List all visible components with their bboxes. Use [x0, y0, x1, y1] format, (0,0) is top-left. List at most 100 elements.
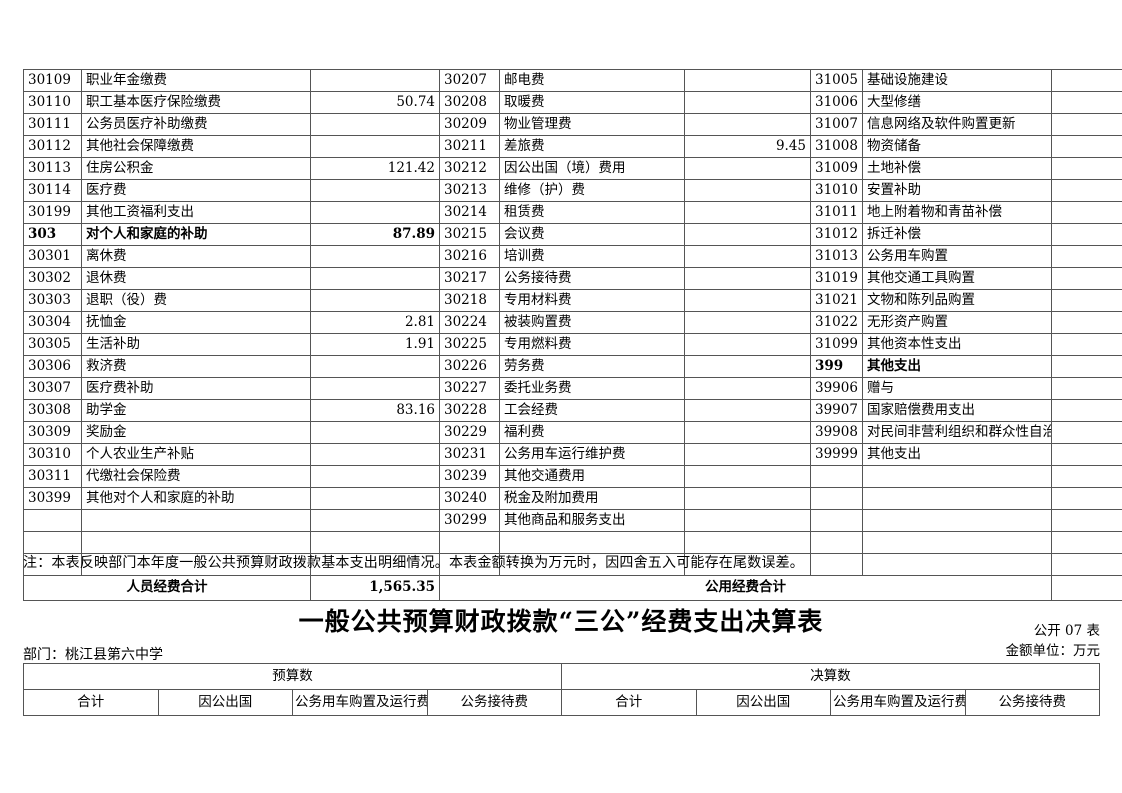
- table-row: 30301 离休费 30216 培训费 31013 公务用车购置: [23, 245, 1122, 268]
- table-row: 30111 公务员医疗补助缴费 30209 物业管理费 31007 信息网络及软件购置更新: [23, 113, 1122, 136]
- cell-code: 30214: [439, 201, 500, 224]
- cell-name: 其他社会保障缴费: [81, 135, 311, 158]
- cell-empty: [810, 553, 863, 576]
- cell-empty: [23, 531, 82, 554]
- cell-code: 30228: [439, 399, 500, 422]
- cell-name: 其他交通费用: [499, 465, 685, 488]
- table-row: 30299 其他商品和服务支出: [23, 509, 1122, 532]
- cell-name: 个人农业生产补贴: [81, 443, 311, 466]
- cell-code: 30239: [439, 465, 500, 488]
- cell-code: 30311: [23, 465, 82, 488]
- cell-name: 国家赔偿费用支出: [862, 399, 1052, 422]
- cell-code: 30218: [439, 289, 500, 312]
- cell-code: 31019: [810, 267, 863, 290]
- cell-amount: [1051, 223, 1122, 246]
- cell-name: 助学金: [81, 399, 311, 422]
- cell-amount: [684, 487, 811, 510]
- cell-amount: [310, 443, 440, 466]
- table-row: 30308 助学金 83.16 30228 工会经费 39907 国家赔偿费用支出: [23, 399, 1122, 422]
- cell-name: 医疗费: [81, 179, 311, 202]
- cell-amount: [1051, 377, 1122, 400]
- cell-name: 公务员医疗补助缴费: [81, 113, 311, 136]
- cell-amount: [1051, 311, 1122, 334]
- cell-name: 物资储备: [862, 135, 1052, 158]
- cell-name: 抚恤金: [81, 311, 311, 334]
- table-row: [23, 553, 1122, 576]
- table-row: 30112 其他社会保障缴费 30211 差旅费 9.45 31008 物资储备: [23, 135, 1122, 158]
- cell-code: 30306: [23, 355, 82, 378]
- cell-code: 30208: [439, 91, 500, 114]
- cell-code: 303: [23, 223, 82, 246]
- cell-amount: [684, 179, 811, 202]
- cell-code: 30199: [23, 201, 82, 224]
- table-row: 30310 个人农业生产补贴 30231 公务用车运行维护费 39999 其他支出: [23, 443, 1122, 466]
- final-col-abroad: 因公出国: [695, 689, 831, 716]
- cell-name: 税金及附加费用: [499, 487, 685, 510]
- table-row: 30113 住房公积金 121.42 30212 因公出国（境）费用 31009 土地补偿: [23, 157, 1122, 180]
- cell-amount: [684, 465, 811, 488]
- cell-name: 对个人和家庭的补助: [81, 223, 311, 246]
- cell-amount: [684, 223, 811, 246]
- cell-empty: [684, 531, 811, 554]
- cell-amount: [310, 377, 440, 400]
- cell-name: 安置补助: [862, 179, 1052, 202]
- cell-name: 因公出国（境）费用: [499, 157, 685, 180]
- cell-empty: [439, 531, 500, 554]
- cell-code: 30301: [23, 245, 82, 268]
- cell-amount: [1051, 91, 1122, 114]
- cell-amount: 2.81: [310, 311, 440, 334]
- cell-code: 30399: [23, 487, 82, 510]
- cell-amount: [310, 509, 440, 532]
- cell-amount: [684, 201, 811, 224]
- page-title: 一般公共预算财政拨款“三公”经费支出决算表: [298, 607, 824, 636]
- cell-name: [862, 487, 1052, 510]
- cell-code: [810, 487, 863, 510]
- cell-amount: [310, 465, 440, 488]
- cell-amount: [310, 421, 440, 444]
- form-number: 公开 07 表: [1033, 623, 1100, 639]
- cell-code: 31007: [810, 113, 863, 136]
- table-note: 注：本表反映部门本年度一般公共预算财政拨款基本支出明细情况。本表金额转换为万元时…: [23, 555, 804, 571]
- cell-name: 大型修缮: [862, 91, 1052, 114]
- cell-code: 39908: [810, 421, 863, 444]
- cell-name: 差旅费: [499, 135, 685, 158]
- cell-name: 工会经费: [499, 399, 685, 422]
- cell-amount: 121.42: [310, 157, 440, 180]
- final-col-hosting: 公务接待费: [964, 689, 1100, 716]
- cell-name: 委托业务费: [499, 377, 685, 400]
- cell-amount: 50.74: [310, 91, 440, 114]
- cell-code: 30229: [439, 421, 500, 444]
- cell-code: 30110: [23, 91, 82, 114]
- cell-name: 专用燃料费: [499, 333, 685, 356]
- cell-amount: [1051, 135, 1122, 158]
- cell-amount: [1051, 69, 1122, 92]
- cell-amount: [310, 179, 440, 202]
- cell-amount: [684, 443, 811, 466]
- cell-code: 30304: [23, 311, 82, 334]
- cell-code: 30299: [439, 509, 500, 532]
- cell-name: 职业年金缴费: [81, 69, 311, 92]
- cell-code: 30212: [439, 157, 500, 180]
- cell-name: 住房公积金: [81, 157, 311, 180]
- amount-unit: 金额单位：万元: [1005, 642, 1101, 659]
- cell-code: 31009: [810, 157, 863, 180]
- cell-amount: [684, 267, 811, 290]
- cell-name: 维修（护）费: [499, 179, 685, 202]
- cell-code: 30240: [439, 487, 500, 510]
- table-row: 303 对个人和家庭的补助 87.89 30215 会议费 31012 拆迁补偿: [23, 223, 1122, 246]
- cell-name: 被装购置费: [499, 311, 685, 334]
- cell-code: 30309: [23, 421, 82, 444]
- cell-empty: [862, 531, 1052, 554]
- cell-empty: [862, 553, 1052, 576]
- group-header-row: 预算数 决算数: [23, 663, 1100, 690]
- table-row: 30114 医疗费 30213 维修（护）费 31010 安置补助: [23, 179, 1122, 202]
- cell-amount: [1051, 157, 1122, 180]
- cell-name: 土地补偿: [862, 157, 1052, 180]
- cell-empty: [1051, 531, 1122, 554]
- report-meta: 公开 07 表 金额单位：万元: [1006, 622, 1101, 661]
- cell-amount: [684, 157, 811, 180]
- cell-amount: [684, 333, 811, 356]
- cell-amount: [684, 69, 811, 92]
